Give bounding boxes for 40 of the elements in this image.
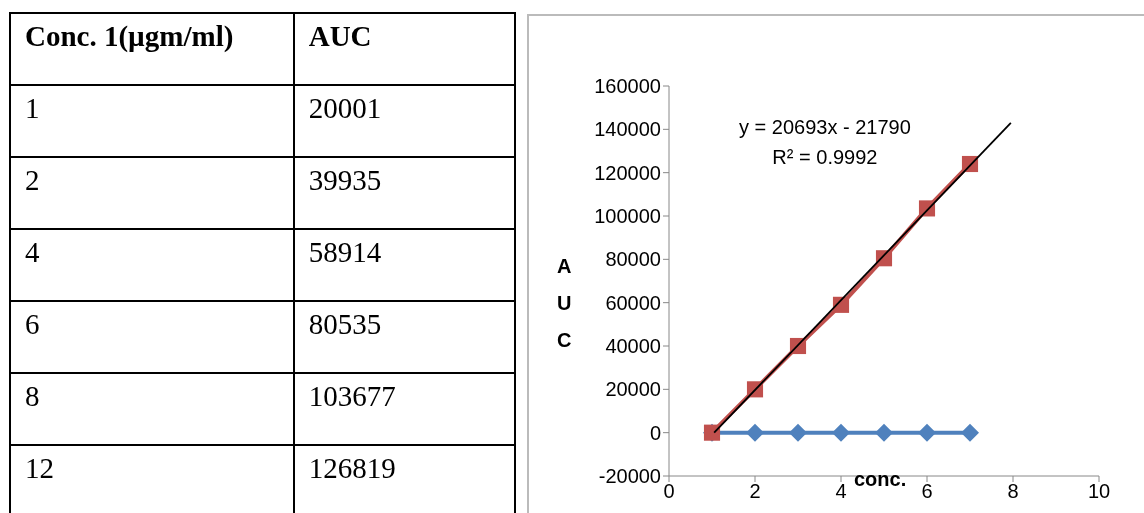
- y-tick-label: 0: [649, 421, 661, 444]
- y-tick-label: 100000: [594, 205, 661, 228]
- text: Conc. 1(µgm/ml): [10, 13, 294, 85]
- point: [832, 423, 850, 442]
- text: 4: [10, 229, 294, 301]
- text: 103677: [293, 373, 515, 445]
- x-tick-label: 2: [749, 480, 761, 503]
- text: 58914: [293, 229, 515, 301]
- annotation: R² = 0.9992: [771, 145, 879, 170]
- x-tick-label: 4: [835, 480, 847, 503]
- y-tick-label: 20000: [605, 378, 661, 401]
- text: 20001: [293, 85, 515, 157]
- y-axis-title: AUC: [557, 254, 572, 353]
- y-tick-label: 80000: [605, 248, 661, 271]
- y-tick-label: 120000: [594, 161, 661, 184]
- text: 126819: [293, 445, 515, 513]
- x-tick-label: 6: [921, 480, 933, 503]
- y-tick-label: 160000: [594, 75, 661, 98]
- text: 2: [10, 157, 294, 229]
- text: 12: [10, 445, 294, 513]
- x-tick-label: 0: [663, 480, 675, 503]
- x-tick-label: 10: [1087, 480, 1111, 503]
- text: 80535: [293, 301, 515, 373]
- annotation: y = 20693x - 21790: [739, 115, 911, 140]
- y-tick-label: 60000: [605, 291, 661, 314]
- point: [746, 423, 764, 442]
- text: 39935: [293, 157, 515, 229]
- y-tick-label: 40000: [605, 335, 661, 358]
- point: [961, 423, 979, 442]
- y-tick-label: 140000: [594, 118, 661, 141]
- y-tick-label: -20000: [598, 465, 661, 488]
- point: [918, 423, 936, 442]
- text: 6: [10, 301, 294, 373]
- x-axis-title: conc.: [854, 468, 907, 491]
- text: 8: [10, 373, 294, 445]
- text: 1: [10, 85, 294, 157]
- point: [875, 423, 893, 442]
- x-tick-label: 8: [1007, 480, 1019, 503]
- point: [789, 423, 807, 442]
- text: AUC: [293, 13, 515, 85]
